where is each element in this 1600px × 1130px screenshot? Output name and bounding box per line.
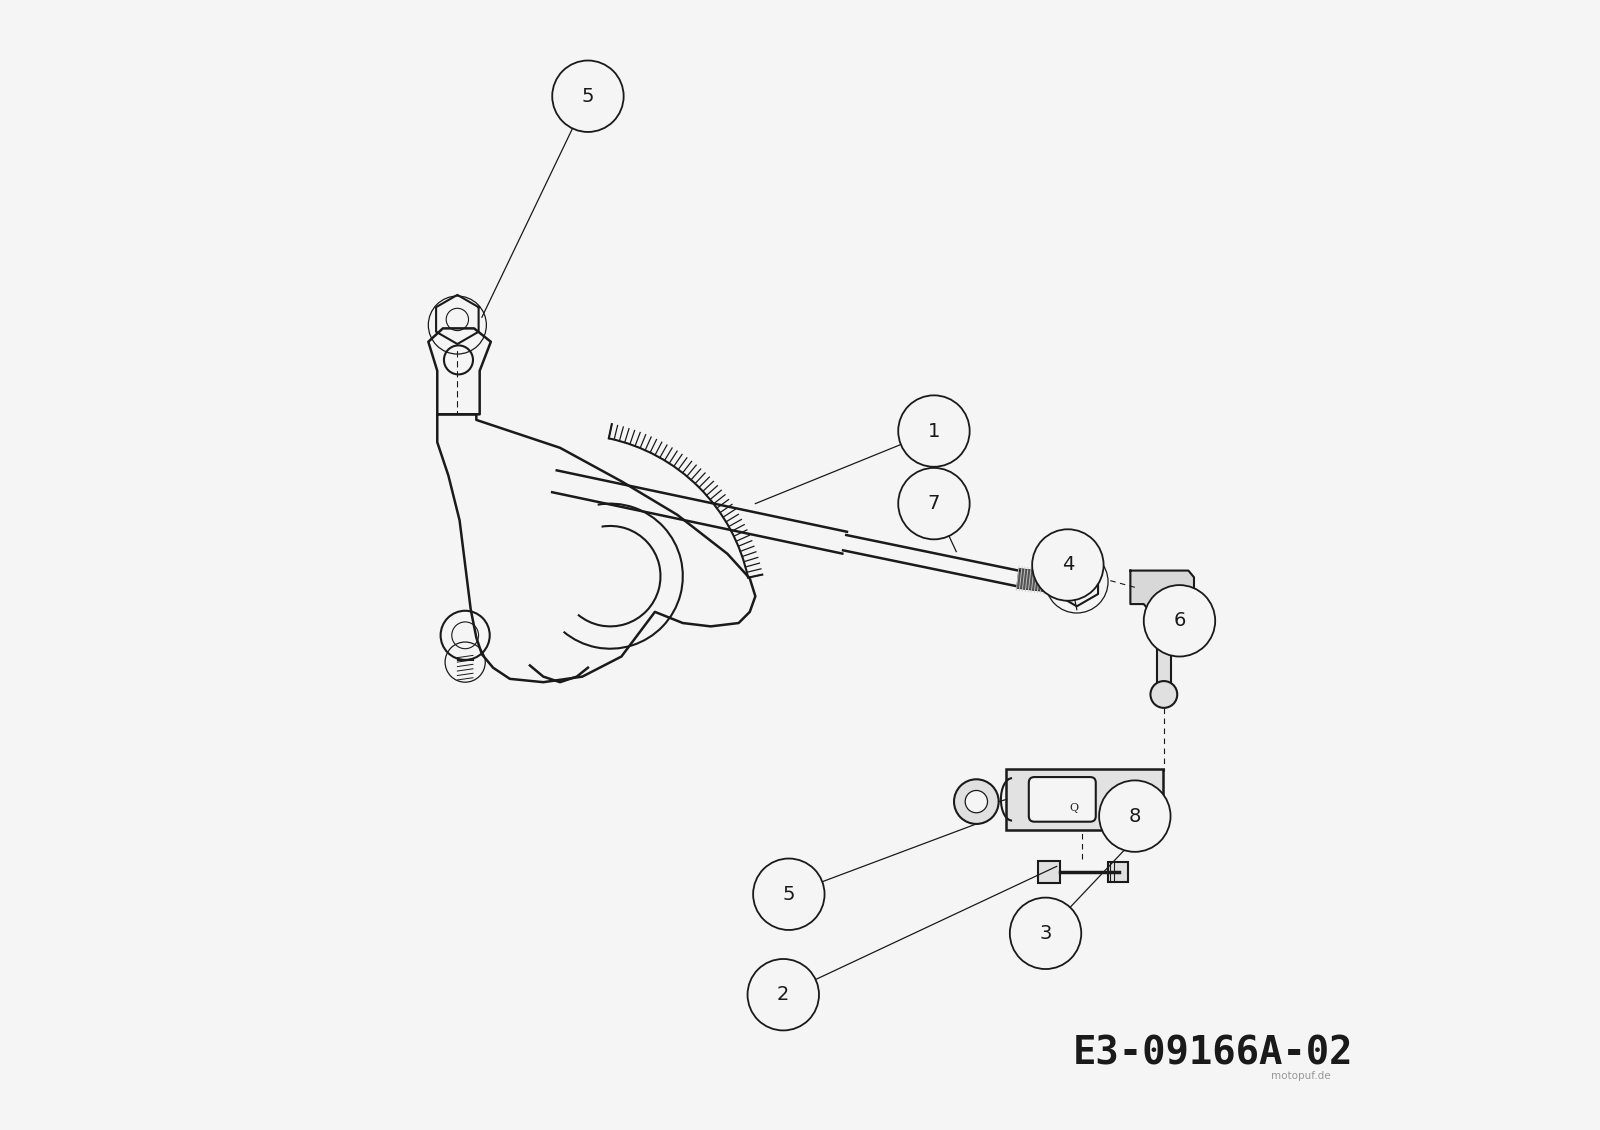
Circle shape bbox=[754, 859, 824, 930]
Text: 7: 7 bbox=[928, 494, 941, 513]
Circle shape bbox=[898, 396, 970, 467]
Polygon shape bbox=[1016, 568, 1058, 593]
Circle shape bbox=[1144, 585, 1214, 657]
Text: 5: 5 bbox=[782, 885, 795, 904]
Circle shape bbox=[1032, 529, 1104, 601]
Circle shape bbox=[965, 791, 987, 812]
Text: 6: 6 bbox=[1173, 611, 1186, 631]
Text: 2: 2 bbox=[778, 985, 789, 1005]
Circle shape bbox=[1010, 897, 1082, 970]
FancyBboxPatch shape bbox=[1006, 768, 1163, 831]
Text: 1: 1 bbox=[928, 421, 941, 441]
Circle shape bbox=[747, 959, 819, 1031]
Text: E3-09166A-02: E3-09166A-02 bbox=[1072, 1035, 1354, 1072]
FancyBboxPatch shape bbox=[1029, 777, 1096, 822]
Text: 5: 5 bbox=[582, 87, 594, 106]
Text: 3: 3 bbox=[1040, 924, 1051, 942]
Text: Q: Q bbox=[1069, 803, 1078, 814]
Circle shape bbox=[1099, 781, 1171, 852]
Circle shape bbox=[898, 468, 970, 539]
Circle shape bbox=[1110, 786, 1138, 812]
Circle shape bbox=[552, 61, 624, 132]
FancyBboxPatch shape bbox=[1109, 862, 1128, 883]
Circle shape bbox=[954, 780, 998, 824]
Text: 8: 8 bbox=[1128, 807, 1141, 826]
Text: motopuf.de: motopuf.de bbox=[1270, 1070, 1330, 1080]
Polygon shape bbox=[1130, 571, 1194, 610]
Text: 4: 4 bbox=[1062, 556, 1074, 574]
Circle shape bbox=[1150, 681, 1178, 707]
FancyBboxPatch shape bbox=[1038, 861, 1061, 883]
FancyBboxPatch shape bbox=[1157, 610, 1171, 686]
